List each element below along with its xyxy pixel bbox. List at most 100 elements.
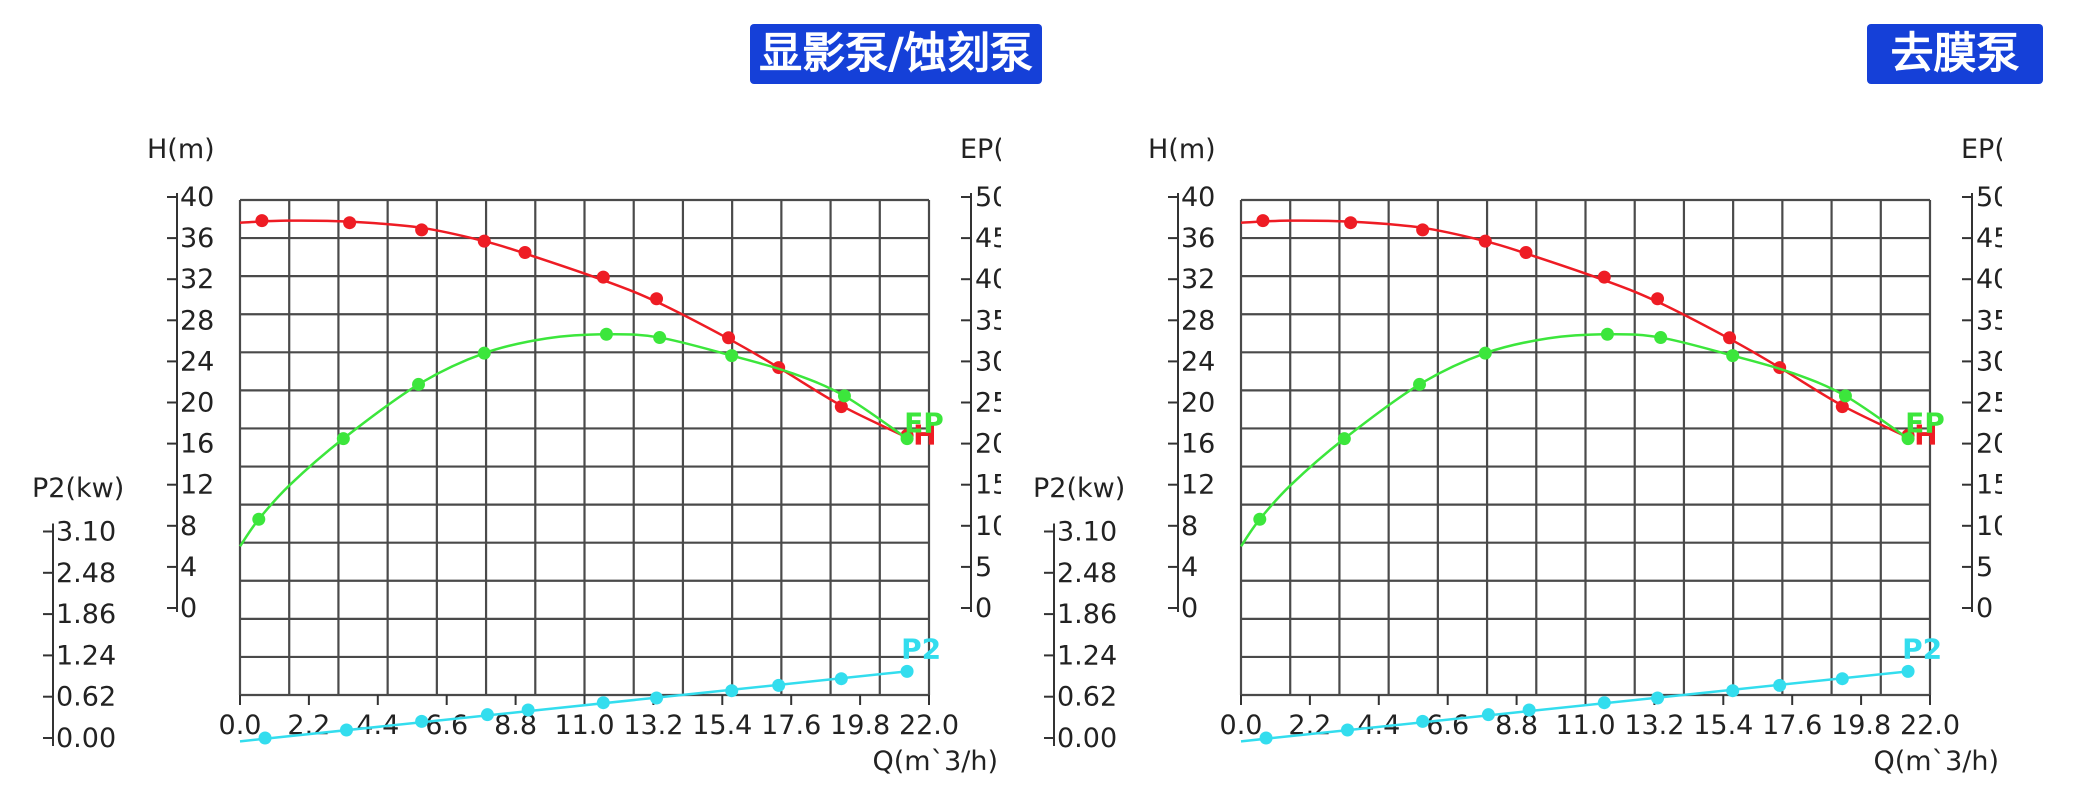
p2-tick-label: 0.62 <box>56 682 116 713</box>
ep-tick-label: 10 <box>1976 511 2002 542</box>
data-point-p2 <box>415 714 429 728</box>
x-tick-label: 11.0 <box>554 710 614 741</box>
x-tick-label: 6.6 <box>1426 710 1469 741</box>
x-tick-label: 13.2 <box>623 710 683 741</box>
series-ep: EP <box>1239 327 1945 548</box>
data-point-p2 <box>1901 664 1915 678</box>
data-point-ep <box>477 346 491 360</box>
data-point-ep <box>412 377 426 391</box>
data-point-ep <box>1654 331 1668 345</box>
h-tick-label: 36 <box>180 223 214 254</box>
p2-axis-label: P2(kw) <box>32 473 124 504</box>
ep-tick-label: 35 <box>1976 305 2002 336</box>
pump-chart-panel-developing: 显影泵/蚀刻泵 0 4 8 12 16 20 24 28 32 36 40 H(m) 0 5 10 15 20 2… <box>0 0 1042 799</box>
ep-tick-label: 20 <box>975 429 1001 460</box>
p2-tick-label: 0.00 <box>1057 723 1117 754</box>
x-tick-label: 15.4 <box>1693 710 1753 741</box>
curve-label-h: H <box>1914 418 1937 451</box>
data-point-p2 <box>480 708 494 722</box>
data-point-p2 <box>1651 691 1665 705</box>
data-point-h <box>1478 234 1492 248</box>
ep-tick-label: 30 <box>975 346 1001 377</box>
h-tick-label: 20 <box>1181 388 1215 419</box>
series-p2: P2 <box>1240 632 1942 745</box>
h-tick-label: 4 <box>1181 552 1198 583</box>
series-h: H <box>239 214 937 451</box>
p2-tick-label: 3.10 <box>1057 517 1117 548</box>
data-point-ep <box>1600 327 1614 341</box>
h-tick-label: 36 <box>1181 223 1215 254</box>
data-point-p2 <box>1835 672 1849 686</box>
data-point-ep <box>1478 346 1492 360</box>
ep-tick-label: 25 <box>975 388 1001 419</box>
curve-label-ep: EP <box>1905 407 1945 440</box>
ep-tick-label: 25 <box>1976 388 2002 419</box>
series-p2: P2 <box>239 632 941 745</box>
series-ep: EP <box>238 327 944 548</box>
ep-tick-label: 35 <box>975 305 1001 336</box>
data-point-ep <box>1253 512 1267 526</box>
data-point-p2 <box>596 696 610 710</box>
x-axis-label: Q(m`3/h) <box>872 746 998 777</box>
h-tick-label: 0 <box>1181 593 1198 624</box>
p2-tick-label: 2.48 <box>1057 558 1117 589</box>
chart-title: 去膜泵 <box>1867 24 2043 84</box>
data-point-ep <box>837 389 851 403</box>
data-point-h <box>1256 214 1270 228</box>
series-line-h <box>239 219 908 439</box>
ep-tick-label: 5 <box>1976 552 1993 583</box>
performance-chart: 0 4 8 12 16 20 24 28 32 36 40 H(m) 0 5 10 15 20 25 30 35 40 4… <box>32 134 1001 777</box>
ep-tick-label: 0 <box>975 593 992 624</box>
series-h: H <box>1240 214 1938 451</box>
ep-tick-label: 15 <box>975 470 1001 501</box>
p2-tick-label: 1.86 <box>56 599 116 630</box>
h-tick-label: 32 <box>1181 264 1215 295</box>
p2-tick-label: 1.24 <box>1057 640 1117 671</box>
data-point-h <box>1519 245 1533 259</box>
data-point-p2 <box>650 691 664 705</box>
data-point-h <box>343 216 357 230</box>
curve-label-p2: P2 <box>901 632 941 665</box>
h-tick-label: 40 <box>180 182 214 213</box>
data-point-h <box>1597 270 1611 284</box>
x-axis: 0.0 2.2 4.4 6.6 8.8 11.0 13.2 15.4 17.6 19.8 22.0Q… <box>1220 695 1999 777</box>
x-tick-label: 15.4 <box>692 710 752 741</box>
data-point-ep <box>1901 432 1915 446</box>
data-point-ep <box>599 327 613 341</box>
h-tick-label: 8 <box>1181 511 1198 542</box>
ep-axis: 0 5 10 15 20 25 30 35 40 45 50 EP(%) <box>1961 134 2002 624</box>
ep-axis-label: EP(%) <box>960 134 1001 165</box>
h-tick-label: 8 <box>180 511 197 542</box>
series-line-h <box>1240 219 1909 439</box>
data-point-p2 <box>1726 684 1740 698</box>
x-tick-label: 22.0 <box>1900 710 1960 741</box>
data-point-h <box>1416 223 1430 237</box>
x-tick-label: 13.2 <box>1624 710 1684 741</box>
grid <box>238 198 931 697</box>
data-point-p2 <box>772 678 786 692</box>
ep-tick-label: 40 <box>975 264 1001 295</box>
p2-tick-label: 0.00 <box>56 723 116 754</box>
chart-title: 显影泵/蚀刻泵 <box>750 24 1042 84</box>
data-point-h <box>596 270 610 284</box>
data-point-p2 <box>725 684 739 698</box>
h-tick-label: 16 <box>1181 429 1215 460</box>
ep-tick-label: 50 <box>1976 182 2002 213</box>
data-point-ep <box>336 432 350 446</box>
curve-label-p2: P2 <box>1902 632 1942 665</box>
h-tick-label: 32 <box>180 264 214 295</box>
series-line-ep <box>1239 332 1909 548</box>
data-point-p2 <box>1416 714 1430 728</box>
data-point-p2 <box>1259 731 1273 745</box>
x-tick-label: 17.6 <box>1762 710 1822 741</box>
data-point-h <box>415 223 429 237</box>
ep-tick-label: 10 <box>975 511 1001 542</box>
ep-tick-label: 30 <box>1976 346 2002 377</box>
pump-chart-panel-stripping: 去膜泵 0 4 8 12 16 20 24 28 32 36 40 H(m) 0 5 10 15 20 25 30 3… <box>1001 0 2043 799</box>
h-tick-label: 16 <box>180 429 214 460</box>
x-tick-label: 19.8 <box>1831 710 1891 741</box>
h-tick-label: 28 <box>180 305 214 336</box>
h-tick-label: 20 <box>180 388 214 419</box>
data-point-h <box>1835 400 1849 414</box>
x-tick-label: 22.0 <box>899 710 959 741</box>
